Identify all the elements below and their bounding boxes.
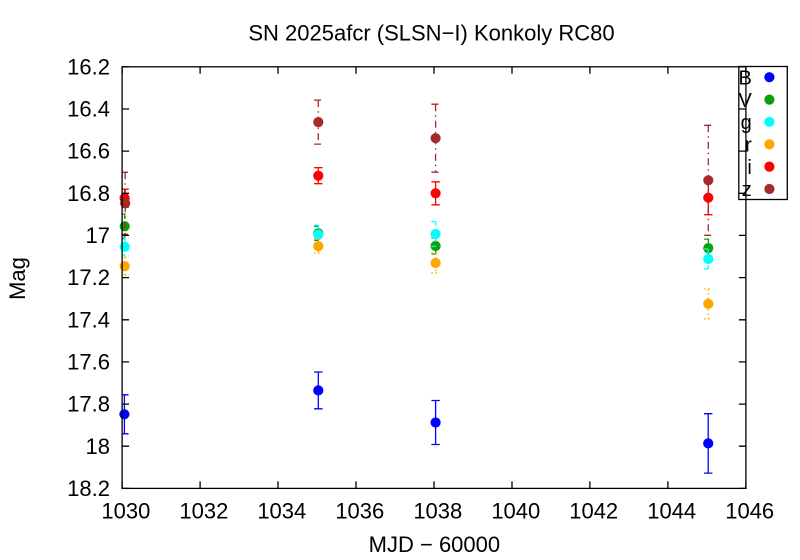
svg-text:18: 18 [86, 434, 110, 459]
svg-text:i: i [747, 157, 751, 179]
svg-text:g: g [741, 112, 752, 134]
svg-text:1042: 1042 [569, 498, 618, 523]
svg-text:17: 17 [86, 223, 110, 248]
svg-text:MJD − 60000: MJD − 60000 [369, 532, 500, 557]
svg-text:17.2: 17.2 [67, 265, 110, 290]
svg-text:1034: 1034 [257, 498, 306, 523]
svg-text:1032: 1032 [179, 498, 228, 523]
svg-text:16.8: 16.8 [67, 181, 110, 206]
svg-text:SN 2025afcr (SLSN−I) Konkoly R: SN 2025afcr (SLSN−I) Konkoly RC80 [248, 20, 614, 45]
svg-text:17.4: 17.4 [67, 307, 110, 332]
svg-text:1040: 1040 [491, 498, 540, 523]
svg-text:1044: 1044 [647, 498, 696, 523]
svg-text:16.4: 16.4 [67, 97, 110, 122]
svg-text:Mag: Mag [5, 257, 30, 300]
svg-text:r: r [745, 135, 752, 157]
svg-text:16.2: 16.2 [67, 54, 110, 79]
svg-text:1030: 1030 [101, 498, 150, 523]
svg-text:1038: 1038 [413, 498, 462, 523]
svg-text:V: V [738, 90, 752, 112]
svg-text:1036: 1036 [335, 498, 384, 523]
svg-text:1046: 1046 [725, 498, 774, 523]
svg-text:B: B [738, 67, 751, 89]
svg-text:z: z [742, 179, 752, 201]
svg-text:17.6: 17.6 [67, 350, 110, 375]
svg-text:16.6: 16.6 [67, 139, 110, 164]
svg-text:17.8: 17.8 [67, 392, 110, 417]
svg-text:18.2: 18.2 [67, 476, 110, 501]
